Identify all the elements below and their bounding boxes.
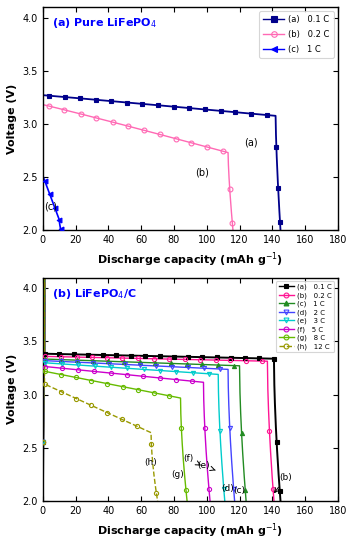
Text: (d): (d) [222,484,234,493]
Legend: (a)   0.1 C, (b)   0.2 C, (c)   1 C, (d)   2 C, (e)   3 C, (f)   5 C, (g)   8 C,: (a) 0.1 C, (b) 0.2 C, (c) 1 C, (d) 2 C, … [276,281,335,352]
Y-axis label: Voltage (V): Voltage (V) [7,84,17,154]
Text: (g): (g) [171,470,184,479]
X-axis label: Discharge capacity (mAh g$^{-1}$): Discharge capacity (mAh g$^{-1}$) [97,521,284,540]
Text: (a) Pure LiFePO$_4$: (a) Pure LiFePO$_4$ [52,16,156,30]
Text: (b) LiFePO$_4$/C: (b) LiFePO$_4$/C [52,287,136,301]
Text: (b): (b) [195,167,209,177]
Text: (a): (a) [245,137,258,147]
Text: (h): (h) [145,458,158,467]
Text: (f): (f) [184,454,200,465]
Text: (b): (b) [275,473,292,493]
X-axis label: Discharge capacity (mAh g$^{-1}$): Discharge capacity (mAh g$^{-1}$) [97,251,284,269]
Text: (c): (c) [44,201,57,211]
Text: (c): (c) [234,486,246,495]
Text: (e): (e) [197,462,215,470]
Y-axis label: Voltage (V): Voltage (V) [7,354,17,424]
Legend: (a)   0.1 C, (b)   0.2 C, (c)   1 C: (a) 0.1 C, (b) 0.2 C, (c) 1 C [259,11,334,58]
